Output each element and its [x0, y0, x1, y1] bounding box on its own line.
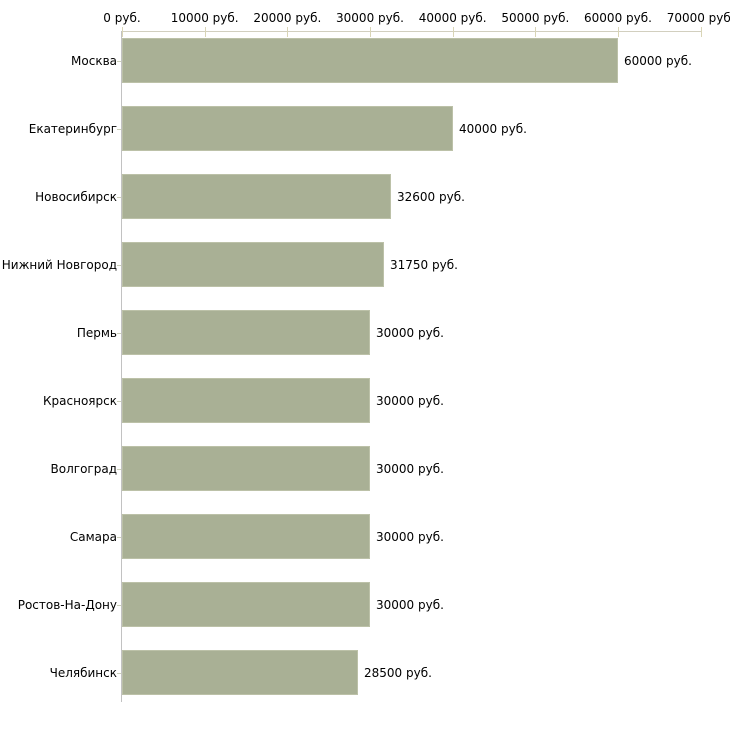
bar — [122, 378, 370, 423]
category-label: Челябинск — [49, 665, 117, 680]
category-label: Новосибирск — [35, 189, 117, 204]
x-tick-mark — [535, 27, 537, 37]
value-label: 30000 руб. — [376, 393, 444, 408]
value-label: 32600 руб. — [397, 189, 465, 204]
bar-row: Ростов-На-Дону 30000 руб. — [0, 582, 730, 627]
y-tick-mark — [117, 129, 122, 130]
bar — [122, 174, 391, 219]
bar-row: Самара 30000 руб. — [0, 514, 730, 559]
y-tick-mark — [117, 401, 122, 402]
value-label: 30000 руб. — [376, 597, 444, 612]
bar-row: Москва 60000 руб. — [0, 38, 730, 83]
category-label: Екатеринбург — [28, 121, 117, 136]
x-tick-mark — [204, 27, 206, 37]
bar — [122, 650, 358, 695]
x-tick-mark — [618, 27, 619, 37]
value-label: 40000 руб. — [459, 121, 527, 136]
category-label: Красноярск — [43, 393, 117, 408]
y-tick-mark — [117, 333, 122, 334]
bar-row: Красноярск 30000 руб. — [0, 378, 730, 423]
x-tick-label: 30000 руб. — [336, 11, 404, 25]
bar — [122, 446, 370, 491]
value-label: 30000 руб. — [376, 325, 444, 340]
bar-row: Новосибирск 32600 руб. — [0, 174, 730, 219]
y-tick-mark — [117, 197, 122, 198]
y-tick-mark — [117, 673, 122, 674]
bar — [122, 106, 453, 151]
x-tick-mark — [370, 27, 371, 37]
bar — [122, 38, 618, 83]
y-tick-mark — [117, 605, 122, 606]
category-label: Ростов-На-Дону — [17, 597, 117, 612]
y-tick-mark — [117, 61, 122, 62]
x-tick-mark — [700, 27, 702, 37]
bar — [122, 514, 370, 559]
category-label: Самара — [69, 529, 117, 544]
bar — [122, 310, 370, 355]
bar-row: Волгоград 30000 руб. — [0, 446, 730, 491]
value-label: 28500 руб. — [364, 665, 432, 680]
value-label: 30000 руб. — [376, 461, 444, 476]
value-label: 30000 руб. — [376, 529, 444, 544]
x-tick-label: 40000 руб. — [418, 11, 487, 25]
x-tick-label: 50000 руб. — [501, 11, 570, 25]
y-axis-line — [121, 31, 122, 702]
y-tick-mark — [117, 469, 122, 470]
value-label: 60000 руб. — [624, 53, 692, 68]
x-tick-mark — [452, 27, 454, 37]
x-tick-label: 70000 руб. — [666, 11, 730, 25]
bar-row: Пермь 30000 руб. — [0, 310, 730, 355]
bar — [122, 582, 370, 627]
category-label: Волгоград — [50, 461, 117, 476]
bar — [122, 242, 384, 287]
x-tick-label: 0 руб. — [103, 11, 141, 25]
category-label: Москва — [71, 53, 117, 68]
bar-row: Нижний Новгород 31750 руб. — [0, 242, 730, 287]
x-tick-label: 10000 руб. — [170, 11, 239, 25]
x-axis-line — [122, 31, 701, 32]
category-label: Нижний Новгород — [1, 257, 117, 272]
value-label: 31750 руб. — [390, 257, 458, 272]
x-tick-mark — [122, 27, 123, 37]
bar-row: Екатеринбург 40000 руб. — [0, 106, 730, 151]
bar-row: Челябинск 28500 руб. — [0, 650, 730, 695]
x-tick-label: 60000 руб. — [584, 11, 652, 25]
y-tick-mark — [117, 265, 122, 266]
x-tick-mark — [287, 27, 289, 37]
x-tick-label: 20000 руб. — [253, 11, 322, 25]
category-label: Пермь — [76, 325, 117, 340]
y-tick-mark — [117, 537, 122, 538]
